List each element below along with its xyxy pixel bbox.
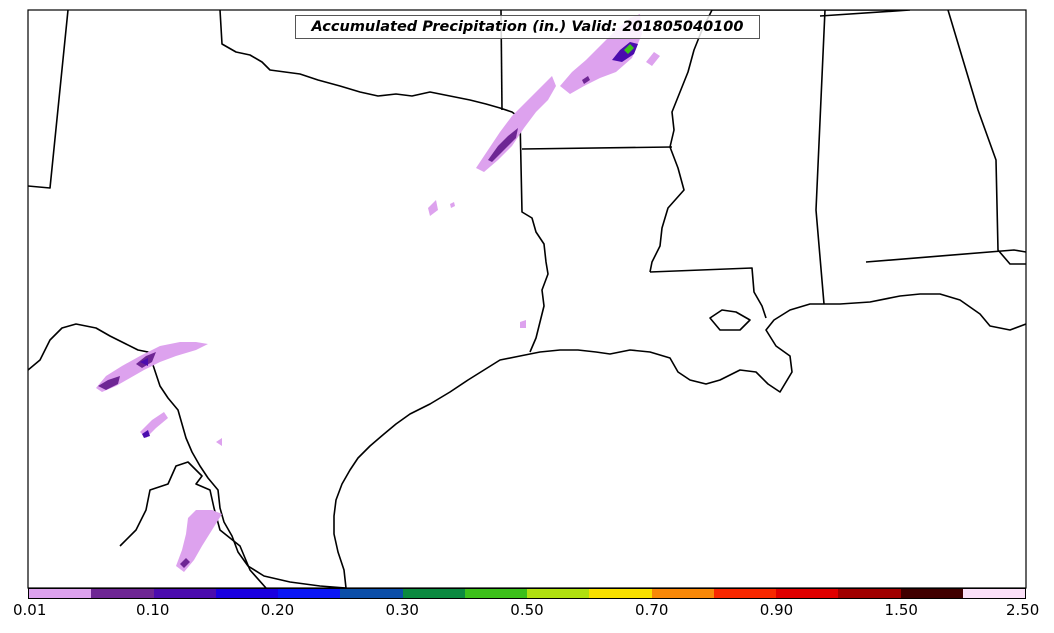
colorbar-segment — [215, 589, 278, 598]
gulf-coastline — [333, 293, 1026, 588]
precip-area-ar-east — [646, 52, 660, 66]
state-boundary-ms-al — [815, 10, 826, 305]
precip-area-west-tx — [96, 342, 208, 392]
colorbar-segment — [464, 589, 527, 598]
colorbar-tick-label: 0.30 — [385, 601, 419, 619]
state-boundary-al-fl — [865, 249, 1026, 263]
precip-dot-4 — [216, 438, 222, 446]
colorbar-tick-label: 0.01 — [12, 601, 47, 619]
colorbar-tick-label: 0.70 — [635, 601, 669, 619]
colorbar — [28, 588, 1026, 599]
precip-core-mx-2 — [180, 558, 190, 568]
colorbar-tick-label: 0.10 — [136, 601, 170, 619]
precip-dot-1 — [428, 200, 438, 216]
colorbar-segment — [527, 589, 590, 598]
colorbar-segment — [838, 589, 901, 598]
state-boundary-tx-la — [519, 117, 549, 353]
colorbar-segment — [402, 589, 465, 598]
colorbar-segment — [29, 589, 92, 598]
precip-core-ar-small — [582, 76, 590, 84]
precip-area-mx-2 — [176, 510, 222, 572]
precip-core-ok — [488, 128, 518, 162]
precip-core-ar-green — [624, 44, 634, 54]
colorbar-segment — [91, 589, 154, 598]
colorbar-tick-label: 0.90 — [759, 601, 794, 619]
state-boundary-red-river — [219, 10, 521, 119]
colorbar-segment — [900, 589, 963, 598]
colorbar-segment — [589, 589, 652, 598]
colorbar-tick-label: 2.50 — [1005, 601, 1040, 619]
state-boundary-la-ms — [649, 267, 767, 319]
state-boundary-tn — [712, 10, 911, 17]
border-rio-grande — [28, 323, 347, 588]
colorbar-segment — [713, 589, 776, 598]
colorbar-segment — [153, 589, 216, 598]
colorbar-segment — [962, 589, 1025, 598]
precip-dot-2 — [520, 320, 526, 328]
map-background — [28, 10, 1026, 588]
precip-area-ok-ar — [476, 76, 556, 172]
map-title: Accumulated Precipitation (in.) Valid: 2… — [295, 15, 760, 39]
precip-core-west-tx-dark — [140, 358, 148, 366]
colorbar-segment — [776, 589, 839, 598]
state-boundary-al-ga — [947, 10, 1026, 265]
state-boundary-nm-tx — [28, 10, 69, 189]
state-boundary-ar-la — [521, 146, 673, 150]
colorbar-segment — [278, 589, 341, 598]
precip-core-mx-1 — [142, 430, 150, 438]
colorbar-segment — [651, 589, 714, 598]
precip-dot-3 — [450, 202, 455, 208]
mississippi-river — [649, 10, 713, 273]
colorbar-tick-label: 1.50 — [884, 601, 918, 619]
colorbar-tick-label: 0.20 — [260, 601, 295, 619]
mexico-state-boundary — [119, 461, 267, 588]
lake-pontchartrain — [709, 309, 751, 331]
colorbar-tick-label: 0.50 — [510, 601, 544, 619]
colorbar-segment — [340, 589, 403, 598]
